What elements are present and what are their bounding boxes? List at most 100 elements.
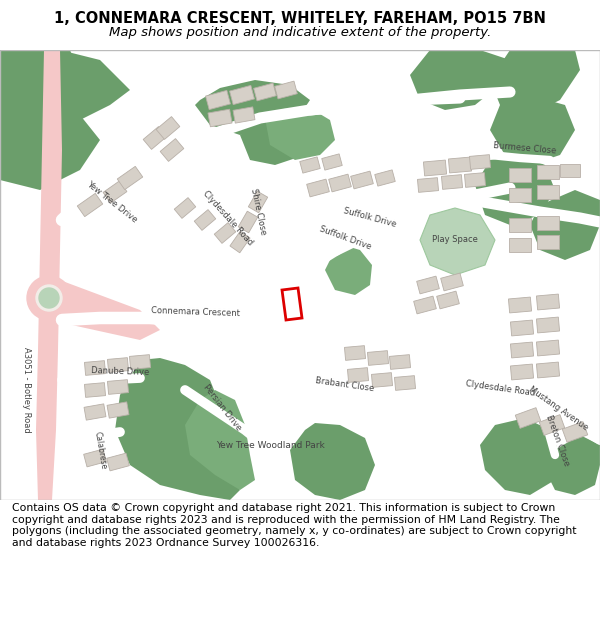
FancyBboxPatch shape	[208, 109, 232, 127]
Text: Danube Drive: Danube Drive	[91, 366, 149, 378]
Text: Persian Drive: Persian Drive	[201, 383, 243, 433]
Circle shape	[36, 285, 62, 311]
Polygon shape	[490, 50, 580, 115]
Polygon shape	[0, 50, 80, 100]
FancyBboxPatch shape	[347, 368, 368, 382]
FancyBboxPatch shape	[437, 291, 460, 309]
Text: Play Space: Play Space	[432, 236, 478, 244]
FancyBboxPatch shape	[536, 317, 560, 333]
FancyBboxPatch shape	[442, 174, 463, 189]
FancyBboxPatch shape	[143, 127, 167, 149]
FancyBboxPatch shape	[350, 171, 373, 189]
FancyBboxPatch shape	[230, 231, 250, 253]
Polygon shape	[185, 390, 255, 490]
Text: Suffolk Drive: Suffolk Drive	[343, 207, 397, 229]
FancyBboxPatch shape	[160, 139, 184, 161]
FancyBboxPatch shape	[539, 414, 565, 436]
Polygon shape	[36, 50, 62, 500]
Text: Contains OS data © Crown copyright and database right 2021. This information is : Contains OS data © Crown copyright and d…	[12, 503, 577, 548]
FancyBboxPatch shape	[206, 91, 230, 109]
FancyBboxPatch shape	[107, 357, 128, 372]
FancyBboxPatch shape	[560, 164, 580, 176]
FancyBboxPatch shape	[469, 154, 491, 169]
FancyBboxPatch shape	[389, 354, 410, 369]
Polygon shape	[265, 108, 335, 160]
Polygon shape	[325, 245, 372, 295]
Text: 1, CONNEMARA CRESCENT, WHITELEY, FAREHAM, PO15 7BN: 1, CONNEMARA CRESCENT, WHITELEY, FAREHAM…	[54, 11, 546, 26]
FancyBboxPatch shape	[511, 342, 533, 358]
FancyBboxPatch shape	[84, 404, 106, 420]
Text: Suffolk Drive: Suffolk Drive	[318, 224, 372, 251]
FancyBboxPatch shape	[367, 351, 389, 366]
FancyBboxPatch shape	[103, 181, 127, 203]
FancyBboxPatch shape	[233, 107, 255, 123]
Polygon shape	[49, 276, 160, 340]
FancyBboxPatch shape	[85, 382, 106, 398]
FancyBboxPatch shape	[214, 222, 236, 243]
FancyBboxPatch shape	[394, 376, 416, 391]
Text: Calabrese: Calabrese	[92, 431, 108, 469]
FancyBboxPatch shape	[509, 238, 531, 252]
Text: Yew Tree Woodland Park: Yew Tree Woodland Park	[215, 441, 325, 449]
Polygon shape	[490, 98, 575, 165]
Text: Shire Close: Shire Close	[248, 188, 268, 236]
Text: Clydesdale Road: Clydesdale Road	[464, 379, 535, 398]
FancyBboxPatch shape	[418, 177, 439, 192]
FancyBboxPatch shape	[537, 165, 559, 179]
FancyBboxPatch shape	[537, 235, 559, 249]
Text: Breton Close: Breton Close	[545, 413, 571, 467]
FancyBboxPatch shape	[77, 193, 103, 217]
FancyBboxPatch shape	[107, 453, 130, 471]
Polygon shape	[420, 208, 495, 275]
Text: Brabant Close: Brabant Close	[315, 376, 375, 394]
FancyBboxPatch shape	[254, 83, 277, 101]
FancyBboxPatch shape	[511, 364, 533, 380]
FancyBboxPatch shape	[156, 117, 180, 139]
FancyBboxPatch shape	[194, 209, 216, 231]
FancyBboxPatch shape	[509, 188, 531, 202]
Polygon shape	[530, 190, 600, 260]
FancyBboxPatch shape	[344, 346, 365, 361]
FancyBboxPatch shape	[413, 296, 436, 314]
Text: Yew Tree Drive: Yew Tree Drive	[85, 179, 139, 224]
Polygon shape	[290, 423, 375, 500]
FancyBboxPatch shape	[536, 340, 560, 356]
Text: Map shows position and indicative extent of the property.: Map shows position and indicative extent…	[109, 26, 491, 39]
FancyBboxPatch shape	[329, 174, 352, 192]
Polygon shape	[545, 435, 600, 495]
FancyBboxPatch shape	[174, 198, 196, 218]
FancyBboxPatch shape	[307, 179, 329, 197]
FancyBboxPatch shape	[83, 449, 106, 467]
FancyBboxPatch shape	[509, 218, 531, 232]
FancyBboxPatch shape	[515, 408, 541, 428]
Polygon shape	[240, 115, 310, 165]
FancyBboxPatch shape	[85, 361, 106, 376]
FancyBboxPatch shape	[248, 191, 268, 213]
FancyBboxPatch shape	[508, 297, 532, 313]
FancyBboxPatch shape	[537, 185, 559, 199]
FancyBboxPatch shape	[117, 166, 143, 189]
FancyBboxPatch shape	[537, 216, 559, 230]
FancyBboxPatch shape	[238, 211, 257, 232]
FancyBboxPatch shape	[536, 294, 560, 310]
FancyBboxPatch shape	[107, 402, 129, 418]
FancyBboxPatch shape	[300, 157, 320, 173]
FancyBboxPatch shape	[448, 157, 472, 173]
FancyBboxPatch shape	[375, 170, 395, 186]
FancyBboxPatch shape	[511, 320, 533, 336]
FancyBboxPatch shape	[424, 160, 446, 176]
FancyBboxPatch shape	[562, 422, 588, 442]
FancyBboxPatch shape	[509, 168, 531, 182]
Circle shape	[27, 276, 71, 320]
FancyBboxPatch shape	[275, 81, 298, 99]
FancyBboxPatch shape	[107, 379, 128, 394]
Text: A3051 - Botley Road: A3051 - Botley Road	[22, 347, 31, 433]
Polygon shape	[195, 80, 310, 135]
Text: Clydesdale Road: Clydesdale Road	[201, 189, 255, 247]
Polygon shape	[0, 50, 130, 140]
FancyBboxPatch shape	[371, 372, 392, 388]
FancyBboxPatch shape	[416, 276, 439, 294]
Polygon shape	[115, 358, 240, 500]
Text: Connemara Crescent: Connemara Crescent	[151, 306, 239, 318]
Circle shape	[39, 288, 59, 308]
